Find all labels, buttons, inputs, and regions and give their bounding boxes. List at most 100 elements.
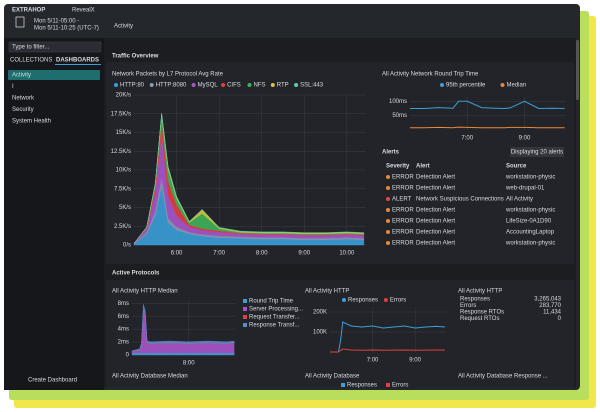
y-tick-label: 0/s	[123, 243, 131, 249]
active-item	[8, 70, 100, 80]
alert-name: Detection Alert	[416, 230, 455, 236]
stat-value: 11,434	[543, 310, 562, 316]
legend-label: NFS	[254, 83, 266, 89]
y-tick-label: 50ms	[392, 113, 407, 119]
alert-name: Detection Alert	[416, 219, 455, 225]
widget-title: All Activity Database Median	[112, 374, 188, 380]
legend-swatch	[114, 83, 118, 87]
severity-dot	[386, 241, 390, 245]
filter-box[interactable]	[8, 41, 102, 53]
area	[131, 304, 235, 352]
doc-icon	[15, 16, 25, 28]
nav-item[interactable]: Network	[12, 96, 35, 102]
y-tick-label: 17.5K/s	[111, 111, 131, 117]
area	[133, 112, 365, 244]
create-dashboard[interactable]: Create Dashboard	[28, 378, 77, 384]
line	[330, 348, 445, 353]
legend-swatch	[341, 383, 345, 387]
widget-title: All Activity Database Response ...	[458, 374, 548, 380]
y-tick-label: 2.5K/s	[114, 224, 131, 230]
alert-name: Network Suspicious Connections	[416, 197, 504, 203]
time-to[interactable]: Mon 5/11-10:25 (UTC-7)	[34, 26, 99, 32]
legend-label: Errors	[390, 298, 406, 304]
severity: ERROR	[392, 219, 414, 225]
x-tick-label: 9:00	[409, 358, 421, 364]
stat-value: 3,265,043	[534, 297, 561, 303]
stat-label: Request RTOs	[460, 316, 499, 322]
severity-dot	[386, 230, 390, 234]
y-tick-label: 12.5K/s	[111, 149, 131, 155]
tab[interactable]: DASHBOARDS	[56, 58, 99, 64]
legend-swatch	[243, 299, 247, 303]
nav-item[interactable]: I	[12, 84, 14, 90]
legend-swatch	[270, 83, 275, 87]
alert-source: workstation-physic	[505, 175, 555, 181]
col-header: Severity	[386, 164, 410, 170]
severity-dot	[386, 186, 390, 190]
x-tick-label: 10:00	[339, 251, 355, 257]
legend-label: HTTP:8080	[156, 83, 187, 89]
nav-item[interactable]: Activity	[12, 73, 31, 79]
x-tick-label: 9:00	[298, 251, 310, 257]
severity-dot	[386, 175, 390, 179]
alert-source: workstation-physic	[505, 208, 555, 214]
y-tick-label: 5K/s	[119, 205, 131, 211]
severity-dot	[386, 197, 390, 201]
x-tick-label: 7:00	[461, 136, 473, 142]
y-tick-label: 200K	[313, 310, 327, 316]
legend-swatch	[243, 307, 247, 311]
legend-swatch	[243, 315, 247, 319]
legend-swatch	[386, 383, 390, 387]
x-tick-label: 7:00	[213, 251, 225, 257]
legend-label: 95th percentile	[446, 83, 486, 89]
legend-swatch	[383, 298, 388, 302]
legend-label: Errors	[392, 383, 408, 389]
severity: ERROR	[392, 230, 414, 236]
x-tick-label: 8:00	[256, 251, 268, 257]
stat-value: 283,770	[539, 303, 561, 309]
legend-swatch	[221, 83, 226, 87]
legend-swatch	[247, 83, 252, 87]
legend-label: Responses	[347, 383, 377, 389]
nav-item[interactable]: Security	[12, 107, 34, 113]
legend-label: Round Trip Time	[249, 299, 294, 305]
y-tick-label: 8ms	[118, 301, 129, 307]
legend-swatch	[294, 83, 299, 87]
legend-swatch	[500, 83, 505, 87]
legend-swatch	[191, 83, 196, 87]
nav-item[interactable]: System Health	[12, 119, 51, 125]
tab[interactable]: COLLECTIONS	[10, 58, 52, 64]
y-tick-label: 20K/s	[116, 93, 131, 99]
x-tick-label: 9:00	[519, 136, 531, 142]
y-tick-label: 15K/s	[116, 130, 131, 136]
legend-label: Response Transf...	[249, 323, 300, 329]
stat-label: Errors	[460, 303, 476, 309]
col-header: Source	[506, 164, 527, 170]
alert-source: web-drupal-01	[505, 186, 545, 192]
y-tick-label: 100ms	[389, 99, 407, 105]
time-from[interactable]: Mon 5/11-05:00 -	[34, 19, 79, 25]
alerts-badge: Displaying 20 alerts	[511, 150, 563, 156]
chart-title: All Activity Network Round Trip Time	[382, 72, 479, 78]
x-tick-label: 7:00	[367, 358, 379, 364]
stat-label: Response RTOs	[460, 310, 504, 316]
legend-label: SSL:443	[300, 83, 324, 89]
badge	[510, 147, 564, 157]
chart-title: Network Packets by L7 Protocol Avg Rate	[112, 72, 224, 78]
severity: ERROR	[392, 186, 414, 192]
line	[410, 100, 565, 109]
legend-label: Request Transfer...	[249, 315, 300, 321]
stats-title: All Activity HTTP	[458, 289, 502, 295]
panel-protocols	[106, 280, 574, 388]
severity-dot	[386, 208, 390, 212]
scrollbar	[576, 40, 579, 100]
chart-title: All Activity HTTP	[305, 289, 349, 295]
legend-label: RTP	[277, 83, 289, 89]
x-tick-label: 8:00	[183, 361, 195, 367]
severity: ERROR	[392, 241, 414, 247]
legend-swatch	[149, 83, 154, 87]
x-tick-label: 6:00	[171, 251, 183, 257]
filter-placeholder: Type to filter...	[12, 45, 50, 51]
y-tick-label: 0	[126, 353, 130, 359]
alert-name: Detection Alert	[416, 175, 455, 181]
